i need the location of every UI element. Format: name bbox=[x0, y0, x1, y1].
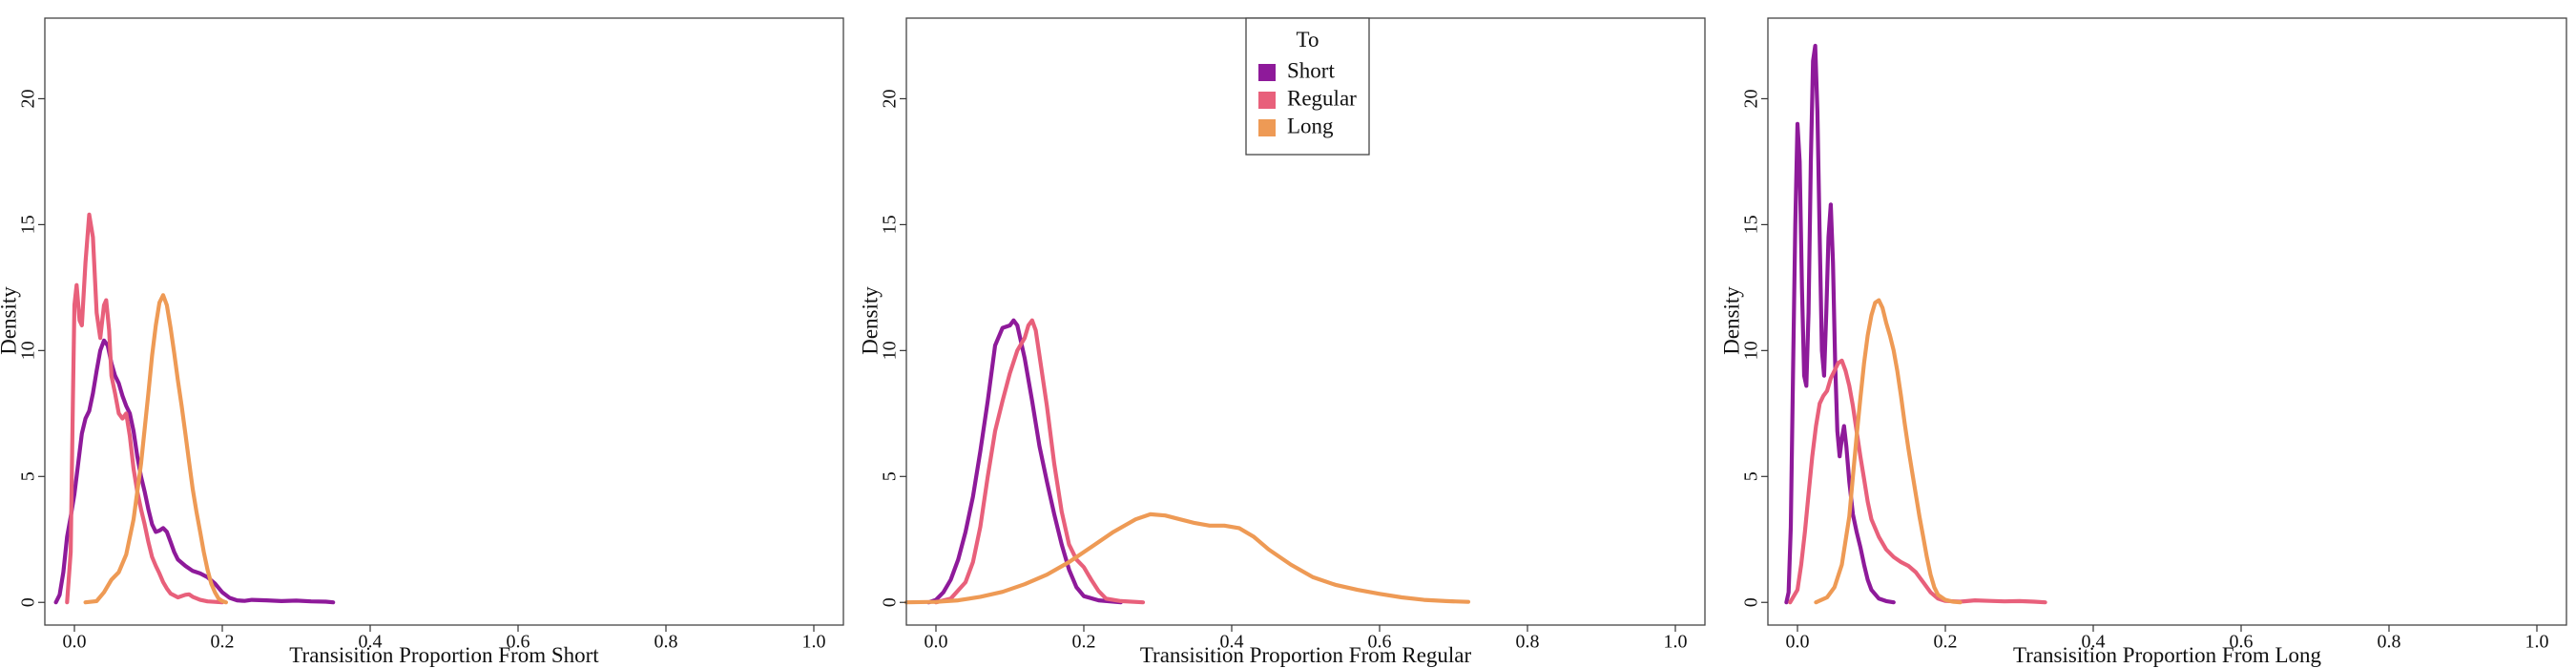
panel-2: 0.0 0.2 0.4 0.6 0.8 1.0 0 5 10 15 20 Transisition P… bbox=[858, 17, 1706, 667]
y-tick-label: 10 bbox=[880, 341, 901, 360]
density-line-long bbox=[1814, 298, 1963, 605]
x-tick-label: 0.4 bbox=[1220, 632, 1244, 653]
density-line-regular bbox=[65, 212, 225, 605]
y-axis-title: Density bbox=[858, 286, 882, 355]
x-tick-label: 0.0 bbox=[924, 632, 948, 653]
x-axis-title: Transisition Proportion From Long bbox=[2013, 643, 2322, 667]
legend-label-short: Short bbox=[1287, 58, 1335, 82]
x-tick-label: 0.4 bbox=[359, 632, 383, 653]
x-tick-label: 0.2 bbox=[1072, 632, 1096, 653]
density-line-short bbox=[1784, 43, 1896, 605]
y-tick-label: 15 bbox=[18, 215, 39, 234]
legend-swatch-short bbox=[1258, 64, 1276, 81]
x-tick-label: 1.0 bbox=[2525, 632, 2549, 653]
plot-frame bbox=[44, 17, 844, 626]
density-line-short bbox=[926, 318, 1123, 605]
density-line-short bbox=[53, 338, 336, 605]
x-tick-label: 0.8 bbox=[654, 632, 678, 653]
y-tick-label: 5 bbox=[880, 471, 901, 481]
x-tick-label: 1.0 bbox=[1664, 632, 1688, 653]
legend-title: To bbox=[1297, 28, 1319, 52]
panel-3: 0.0 0.2 0.4 0.6 0.8 1.0 0 5 10 15 20 Transisition P… bbox=[1719, 17, 2567, 667]
legend-swatch-regular bbox=[1258, 92, 1276, 109]
y-tick-label: 15 bbox=[880, 215, 901, 234]
x-tick-label: 0.6 bbox=[2230, 632, 2254, 653]
y-tick-label: 20 bbox=[1741, 89, 1762, 108]
legend-swatch-long bbox=[1258, 119, 1276, 136]
y-tick-label: 20 bbox=[880, 89, 901, 108]
density-line-regular bbox=[933, 318, 1146, 605]
x-tick-label: 0.2 bbox=[1934, 632, 1958, 653]
x-tick-label: 0.0 bbox=[1786, 632, 1810, 653]
y-tick-label: 20 bbox=[18, 89, 39, 108]
x-tick-label: 0.4 bbox=[2082, 632, 2106, 653]
x-tick-label: 0.0 bbox=[63, 632, 87, 653]
x-axis-title: Transisition Proportion From Short bbox=[289, 643, 599, 667]
y-tick-label: 10 bbox=[1741, 341, 1762, 360]
legend-label-long: Long bbox=[1287, 114, 1334, 137]
x-axis-title: Transisition Proportion From Regular bbox=[1140, 643, 1472, 667]
x-tick-label: 0.6 bbox=[507, 632, 530, 653]
x-tick-label: 0.8 bbox=[1516, 632, 1540, 653]
y-tick-label: 5 bbox=[18, 471, 39, 481]
y-axis-title: Density bbox=[1719, 286, 1743, 355]
y-tick-label: 0 bbox=[880, 597, 901, 607]
y-tick-label: 0 bbox=[18, 597, 39, 607]
legend: To Short Regular Long bbox=[1245, 17, 1370, 156]
y-tick-label: 15 bbox=[1741, 215, 1762, 234]
x-tick-label: 0.6 bbox=[1368, 632, 1392, 653]
plot-frame bbox=[1767, 17, 2567, 626]
x-tick-label: 0.8 bbox=[2378, 632, 2401, 653]
y-axis-title: Density bbox=[0, 286, 20, 355]
legend-label-regular: Regular bbox=[1287, 86, 1357, 110]
y-tick-label: 10 bbox=[18, 341, 39, 360]
density-line-long bbox=[904, 511, 1471, 605]
x-tick-label: 1.0 bbox=[802, 632, 826, 653]
density-line-regular bbox=[1788, 358, 2047, 605]
panel-1: 0.0 0.2 0.4 0.6 0.8 1.0 0 5 10 15 20 Transisition P… bbox=[0, 17, 844, 667]
y-tick-label: 0 bbox=[1741, 597, 1762, 607]
density-line-long bbox=[83, 293, 228, 605]
y-tick-label: 5 bbox=[1741, 471, 1762, 481]
x-tick-label: 0.2 bbox=[211, 632, 235, 653]
